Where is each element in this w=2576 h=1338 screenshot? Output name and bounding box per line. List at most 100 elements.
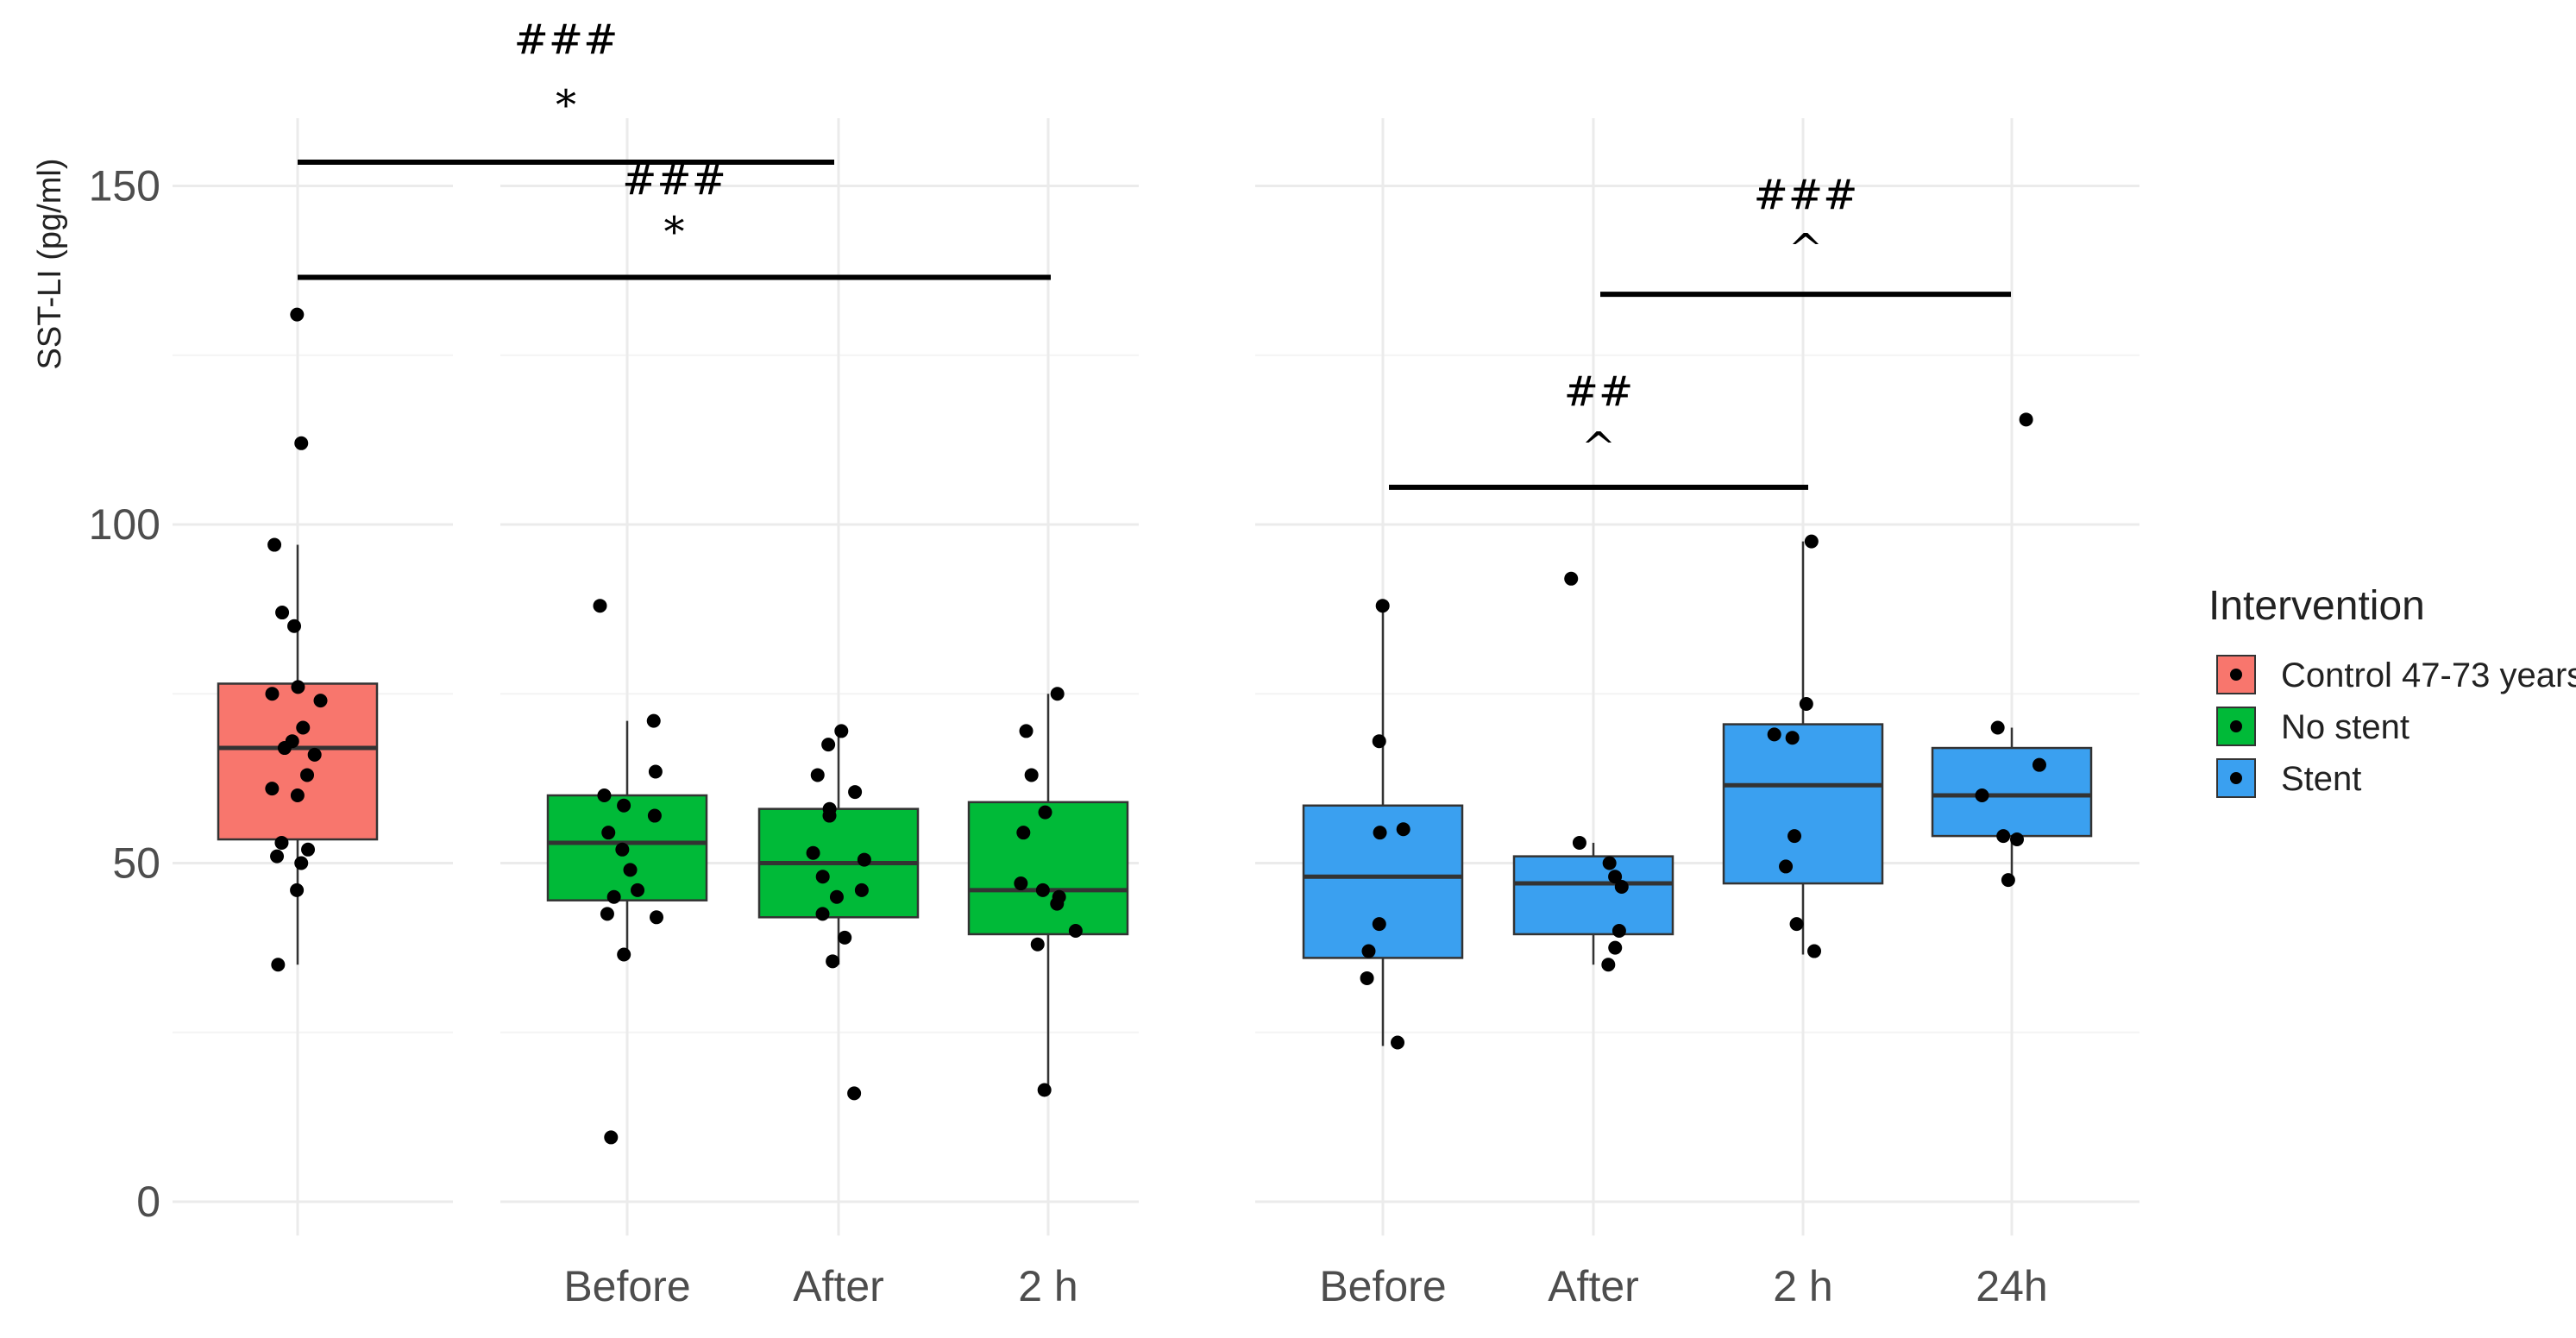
significance-label: ## (1564, 367, 1633, 416)
significance-label: ^ (1788, 225, 1823, 273)
y-tick-label: 150 (89, 162, 160, 210)
significance-label: ### (514, 16, 619, 64)
data-point (1779, 859, 1794, 874)
grid-layer (173, 118, 2139, 1236)
data-point (1564, 571, 1579, 586)
data-point (854, 883, 869, 897)
data-point (1767, 727, 1781, 742)
data-point (274, 835, 289, 850)
data-point (1372, 917, 1386, 932)
data-point (1572, 835, 1586, 850)
data-point (1396, 822, 1411, 837)
box (1722, 723, 1884, 885)
data-point (2010, 832, 2025, 847)
data-point (838, 930, 852, 945)
significance-label: ### (1754, 171, 1858, 219)
data-point (1038, 805, 1052, 820)
data-point (290, 883, 305, 897)
significance-label: * (664, 208, 685, 256)
significance-label: ### (622, 156, 726, 204)
box (1512, 855, 1674, 936)
data-point (294, 436, 309, 450)
point-layer (265, 307, 2046, 1145)
data-point (267, 537, 282, 552)
box (967, 801, 1129, 936)
data-point (1799, 697, 1813, 712)
data-point (829, 889, 844, 904)
data-point (2019, 412, 2033, 427)
data-point (606, 889, 621, 904)
data-point (601, 826, 616, 840)
data-point (265, 782, 280, 796)
legend-title: Intervention (2208, 583, 2425, 629)
y-tick-label: 0 (136, 1178, 160, 1226)
x-tick-label: Before (1319, 1262, 1446, 1310)
data-point (821, 738, 836, 752)
data-point (631, 883, 645, 897)
data-point (617, 947, 631, 962)
data-point (307, 747, 322, 762)
data-point (1608, 870, 1623, 884)
data-point (822, 808, 837, 823)
data-point (301, 842, 316, 857)
data-point (604, 1130, 619, 1145)
data-point (847, 1086, 862, 1101)
data-point (815, 907, 830, 921)
data-point (600, 907, 614, 921)
data-point (1014, 876, 1028, 891)
data-point (1391, 1035, 1405, 1050)
data-point (277, 741, 292, 756)
data-point (815, 870, 830, 884)
data-point (290, 788, 305, 802)
data-point (1996, 829, 2011, 844)
data-point (296, 720, 311, 735)
data-point (2001, 873, 2015, 888)
legend: Intervention Control 47-73 years No stent… (2208, 583, 2576, 798)
data-point (294, 856, 309, 870)
axis-layer: SST-LI (pg/ml) 0 50 100 150 Before After 2 h Be… (32, 159, 2048, 1310)
data-point (597, 788, 612, 802)
data-point (1789, 917, 1804, 932)
data-point (1807, 944, 1822, 958)
data-point (2032, 757, 2046, 772)
data-point (648, 764, 663, 779)
significance-label: * (556, 81, 576, 129)
x-tick-label: 2 h (1773, 1262, 1833, 1310)
data-point (1050, 687, 1065, 701)
data-point (290, 307, 305, 322)
data-point (623, 863, 638, 877)
y-tick-label: 50 (112, 839, 160, 888)
data-point (646, 713, 661, 728)
x-tick-label: After (793, 1262, 884, 1310)
annotation-layer: ###*###*###^##^ (298, 16, 2011, 490)
data-point (271, 958, 286, 972)
legend-key-dot (2230, 669, 2242, 681)
data-point (1360, 971, 1374, 985)
data-point (1372, 734, 1386, 749)
box (1931, 746, 2093, 838)
data-point (1375, 599, 1390, 613)
data-point (810, 768, 825, 782)
data-point (848, 785, 863, 800)
data-point (1068, 924, 1083, 938)
data-point (1602, 856, 1617, 870)
data-point (1037, 1083, 1052, 1097)
x-tick-label: 2 h (1018, 1262, 1078, 1310)
data-point (291, 680, 305, 694)
data-point (806, 845, 820, 860)
data-point (265, 687, 280, 701)
data-point (649, 910, 663, 925)
data-point (1990, 720, 2005, 735)
data-point (617, 798, 631, 813)
data-point (1050, 896, 1065, 911)
box (217, 682, 379, 841)
data-point (1804, 534, 1819, 549)
x-tick-label: After (1548, 1262, 1639, 1310)
data-point (1612, 924, 1626, 938)
legend-label: Control 47-73 years (2281, 656, 2576, 694)
data-point (615, 842, 630, 857)
data-point (1787, 829, 1802, 844)
data-point (313, 694, 328, 708)
